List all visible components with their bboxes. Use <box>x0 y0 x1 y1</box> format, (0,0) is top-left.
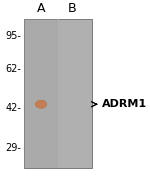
Bar <box>24 19 59 168</box>
Text: ADRM1: ADRM1 <box>102 99 147 109</box>
Text: B: B <box>68 2 77 15</box>
Text: 42-: 42- <box>6 103 22 112</box>
Bar <box>58 19 59 168</box>
Text: 29-: 29- <box>6 143 22 153</box>
Text: 95-: 95- <box>6 31 22 41</box>
Text: 62-: 62- <box>6 64 22 74</box>
Text: A: A <box>37 2 45 15</box>
Bar <box>24 19 92 168</box>
Ellipse shape <box>35 100 47 108</box>
